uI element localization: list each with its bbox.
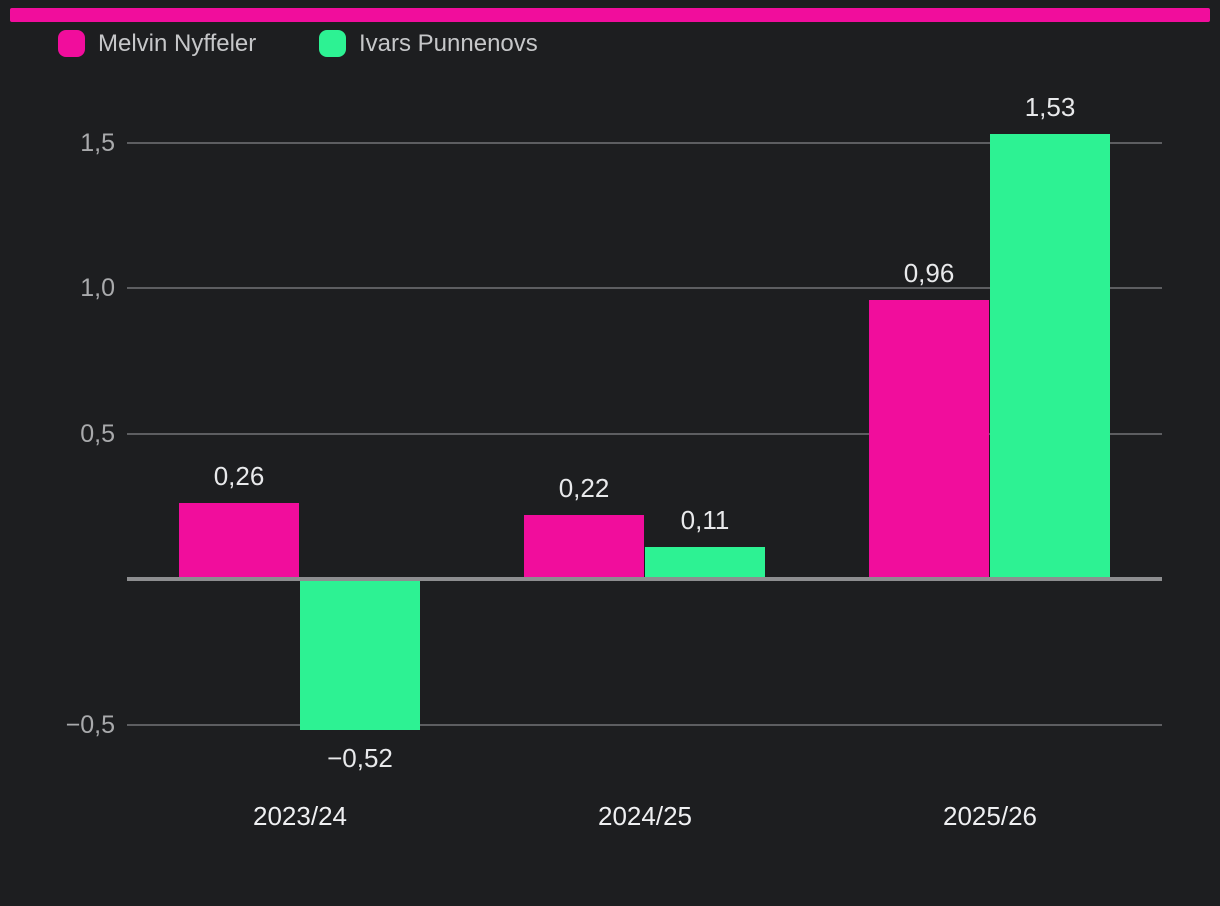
legend-item-ivars-punnenovs[interactable]: Ivars Punnenovs <box>319 29 538 58</box>
bar-ivars-punnenovs-2023-24 <box>300 579 420 731</box>
x-category-label-2024-25: 2024/25 <box>598 801 692 831</box>
gridline-0-5 <box>127 432 1162 435</box>
value-label-ivars-punnenovs-2024-25: 0,11 <box>680 504 730 535</box>
value-label-melvin-nyffeler-2024-25: 0,22 <box>558 472 610 503</box>
x-category-label-2025-26: 2025/26 <box>943 801 1037 831</box>
y-tick-label-1-0: 1,0 <box>80 274 115 302</box>
bar-ivars-punnenovs-2025-26 <box>990 133 1110 579</box>
y-tick-label-0-5: −0,5 <box>65 710 115 739</box>
zero-baseline <box>127 577 1162 581</box>
gridline-0-5 <box>127 723 1162 726</box>
legend-swatch-green-icon <box>319 30 346 57</box>
legend-item-melvin-nyffeler[interactable]: Melvin Nyffeler <box>58 29 256 58</box>
value-label-melvin-nyffeler-2023-24: 0,26 <box>213 461 265 492</box>
y-tick-label-0-5: 0,5 <box>80 419 115 448</box>
value-label-ivars-punnenovs-2023-24: −0,52 <box>327 743 393 774</box>
value-label-melvin-nyffeler-2025-26: 0,96 <box>903 257 955 288</box>
bar-melvin-nyffeler-2025-26 <box>869 299 989 579</box>
legend-swatch-pink-icon <box>58 30 85 57</box>
chart-legend: Melvin Nyffeler Ivars Punnenovs <box>0 0 1220 70</box>
legend-label: Melvin Nyffeler <box>98 30 257 57</box>
gridline-1-5 <box>127 141 1162 144</box>
bar-ivars-punnenovs-2024-25 <box>645 546 765 579</box>
gridline-1-0 <box>127 287 1162 289</box>
legend-label: Ivars Punnenovs <box>359 30 538 57</box>
x-category-label-2023-24: 2023/24 <box>253 801 347 831</box>
value-label-ivars-punnenovs-2025-26: 1,53 <box>1024 91 1076 122</box>
bar-melvin-nyffeler-2023-24 <box>179 503 299 579</box>
bar-melvin-nyffeler-2024-25 <box>524 514 644 579</box>
top-accent-bar <box>10 8 1210 22</box>
y-tick-label-1-5: 1,5 <box>80 128 115 157</box>
